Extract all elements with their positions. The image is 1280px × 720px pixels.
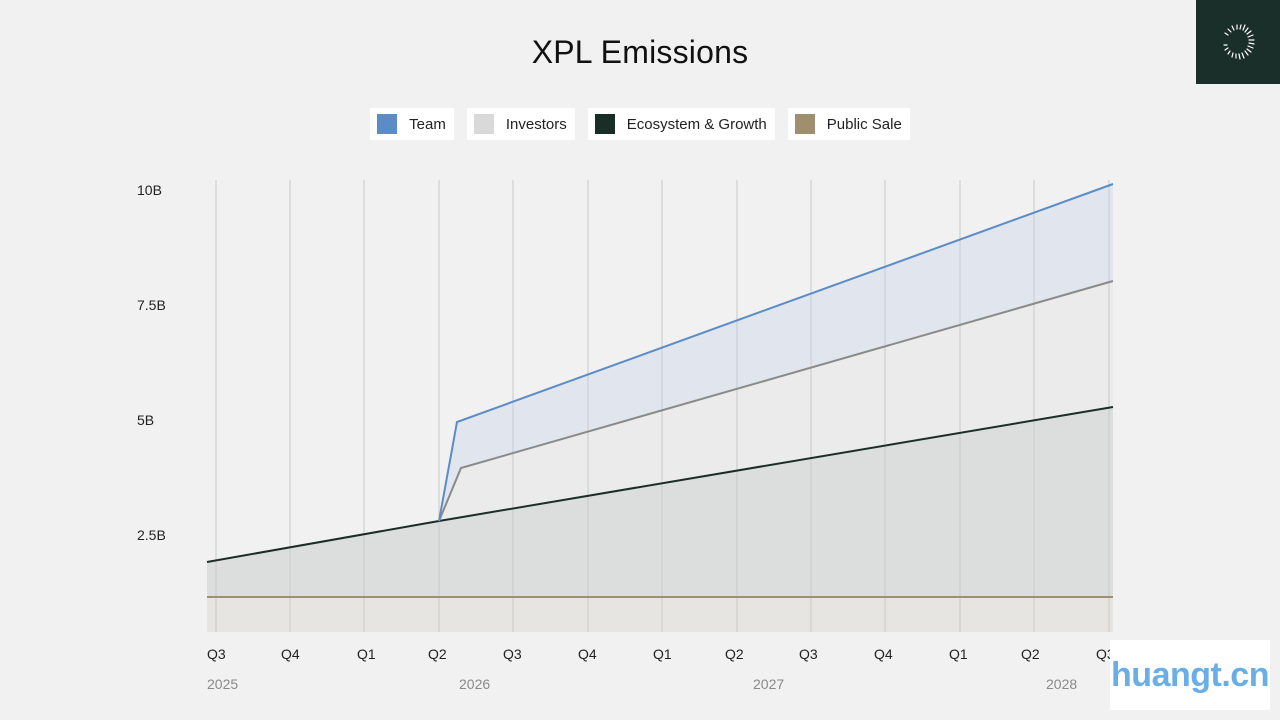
watermark: huangt.cn — [1110, 640, 1270, 710]
year-label: 2027 — [753, 676, 784, 692]
investors-line — [438, 280, 1114, 522]
x-tick: Q2 — [1021, 646, 1040, 662]
brand-logo — [1196, 0, 1280, 84]
investors-swatch-icon — [473, 114, 494, 134]
public-sale-area — [207, 597, 1113, 632]
legend-label: Team — [409, 115, 446, 133]
x-axis-ticks: Q3 Q4 Q1 Q2 Q3 Q4 Q1 Q2 Q3 Q4 Q1 Q2 Q3 — [207, 646, 1115, 662]
legend-item-team[interactable]: Team — [370, 108, 454, 140]
x-tick: Q1 — [949, 646, 968, 662]
team-area — [439, 184, 1113, 521]
legend-item-ecosystem[interactable]: Ecosystem & Growth — [587, 108, 775, 140]
x-tick: Q3 — [503, 646, 522, 662]
x-tick: Q2 — [428, 646, 447, 662]
x-axis-years: 2025 2026 2027 2028 — [207, 676, 1077, 692]
x-tick: Q2 — [725, 646, 744, 662]
year-label: 2026 — [459, 676, 490, 692]
x-tick: Q4 — [281, 646, 300, 662]
x-tick: Q1 — [357, 646, 376, 662]
y-tick: 7.5B — [137, 297, 166, 313]
investors-area — [439, 281, 1113, 521]
x-tick: Q3 — [207, 646, 226, 662]
public-sale-swatch-icon — [794, 114, 815, 134]
team-swatch-icon — [377, 114, 398, 134]
sunburst-logo-icon — [1223, 24, 1255, 60]
x-tick: Q4 — [874, 646, 893, 662]
x-tick: Q4 — [578, 646, 597, 662]
gridlines — [215, 180, 1110, 632]
x-tick: Q3 — [799, 646, 818, 662]
chart-legend: Team Investors Ecosystem & Growth Public… — [0, 108, 1280, 140]
team-line — [438, 183, 1114, 522]
year-label: 2025 — [207, 676, 238, 692]
ecosystem-area — [207, 407, 1113, 597]
y-tick: 2.5B — [137, 527, 166, 543]
legend-item-investors[interactable]: Investors — [466, 108, 575, 140]
watermark-text: huangt.cn — [1111, 655, 1269, 694]
x-tick: Q1 — [653, 646, 672, 662]
y-tick: 5B — [137, 412, 154, 428]
legend-label: Ecosystem & Growth — [626, 115, 767, 133]
legend-label: Public Sale — [826, 115, 902, 133]
legend-item-public-sale[interactable]: Public Sale — [787, 108, 910, 140]
chart-title: XPL Emissions — [531, 34, 749, 70]
y-tick: 10B — [137, 182, 162, 198]
legend-label: Investors — [505, 115, 567, 133]
ecosystem-swatch-icon — [594, 114, 615, 134]
year-label: 2028 — [1046, 676, 1077, 692]
